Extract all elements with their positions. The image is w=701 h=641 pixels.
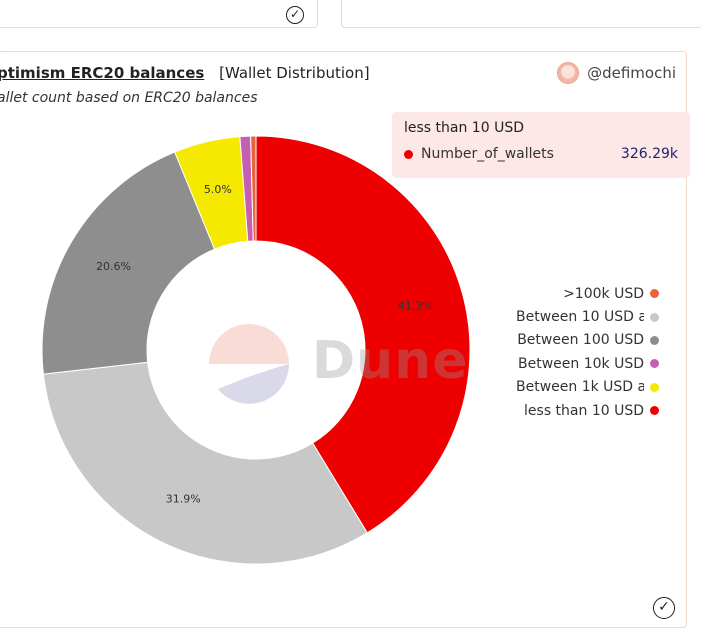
legend-dot	[650, 312, 659, 322]
tooltip-row: Number_of_wallets 326.29k	[404, 146, 678, 162]
check-circle-icon[interactable]: ✓	[653, 597, 675, 619]
top-right-card	[341, 0, 701, 28]
slice-2[interactable]	[41, 151, 216, 375]
legend-label: Between 100 USD	[517, 332, 644, 349]
slice-label-3: 5.0%	[204, 183, 232, 196]
chart-title-link[interactable]: ptimism ERC20 balances	[0, 64, 205, 82]
watermark-logo-top	[209, 324, 289, 364]
legend-item[interactable]: Between 10k USD	[459, 352, 659, 375]
slice-5[interactable]	[250, 135, 257, 242]
slice-0[interactable]	[255, 135, 471, 534]
legend-label: >100k USD	[563, 285, 644, 302]
dune-watermark-logo	[209, 324, 289, 404]
legend-label: less than 10 USD	[524, 402, 644, 419]
legend-dot	[650, 289, 659, 299]
author-handle: @defimochi	[587, 64, 676, 82]
legend-item[interactable]: less than 10 USD	[459, 399, 659, 422]
chart-tag: [Wallet Distribution]	[219, 64, 370, 82]
tooltip-value: 326.29k	[620, 146, 678, 162]
dune-watermark-text: Dune	[312, 331, 469, 391]
legend-item[interactable]: Between 100 USD	[459, 329, 659, 352]
legend-item[interactable]: Between 1k USD a	[459, 376, 659, 399]
chart-subtitle: allet count based on ERC20 balances	[0, 90, 258, 106]
legend-label: Between 1k USD a	[516, 379, 644, 396]
legend-item[interactable]: >100k USD	[459, 282, 659, 305]
author-link[interactable]: @defimochi	[557, 62, 676, 84]
slices-group	[41, 135, 471, 565]
legend-item[interactable]: Between 10 USD a	[459, 305, 659, 328]
legend-dot	[650, 406, 659, 416]
tooltip: less than 10 USD Number_of_wallets 326.2…	[392, 112, 690, 178]
slice-labels-group: 41.3% 31.9% 20.6% 5.0%	[96, 183, 433, 506]
tooltip-series-name: Number_of_wallets	[421, 146, 554, 162]
chart-legend: >100k USD Between 10 USD a Between 100 USD…	[459, 282, 659, 422]
legend-dot	[650, 382, 659, 392]
slice-1[interactable]	[42, 361, 368, 565]
tooltip-series-dot	[404, 149, 413, 159]
tooltip-title: less than 10 USD	[404, 120, 524, 136]
avatar	[557, 62, 580, 84]
slice-label-1: 31.9%	[166, 493, 201, 506]
check-circle-icon[interactable]: ✓	[286, 6, 304, 24]
legend-label: Between 10k USD	[518, 355, 644, 372]
slice-label-2: 20.6%	[96, 260, 131, 273]
legend-dot	[650, 335, 659, 345]
legend-dot	[650, 359, 659, 369]
legend-label: Between 10 USD a	[516, 309, 644, 326]
chart-title-row: ptimism ERC20 balances [Wallet Distribut…	[0, 64, 370, 82]
top-left-card: ✓	[0, 0, 318, 28]
slice-label-0: 41.3%	[398, 299, 433, 312]
watermark-logo-bottom-fill	[218, 364, 289, 404]
